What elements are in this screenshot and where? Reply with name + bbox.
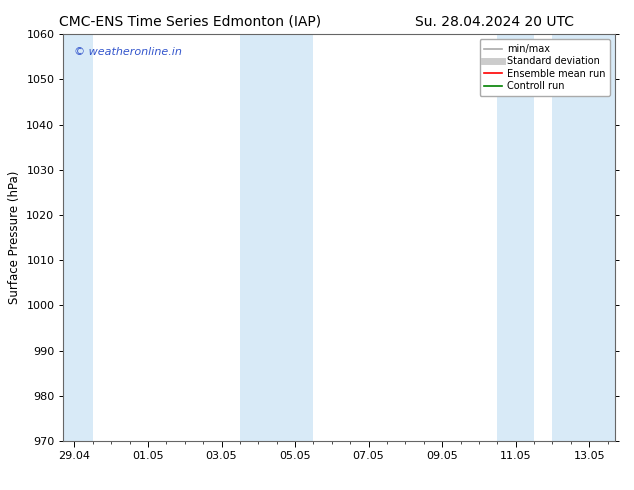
Text: Su. 28.04.2024 20 UTC: Su. 28.04.2024 20 UTC xyxy=(415,15,574,29)
Bar xyxy=(552,34,615,441)
Bar xyxy=(63,34,93,441)
Text: © weatheronline.in: © weatheronline.in xyxy=(74,47,183,56)
Y-axis label: Surface Pressure (hPa): Surface Pressure (hPa) xyxy=(8,171,21,304)
Legend: min/max, Standard deviation, Ensemble mean run, Controll run: min/max, Standard deviation, Ensemble me… xyxy=(479,39,610,96)
Text: CMC-ENS Time Series Edmonton (IAP): CMC-ENS Time Series Edmonton (IAP) xyxy=(59,15,321,29)
Bar xyxy=(497,34,534,441)
Bar xyxy=(240,34,313,441)
